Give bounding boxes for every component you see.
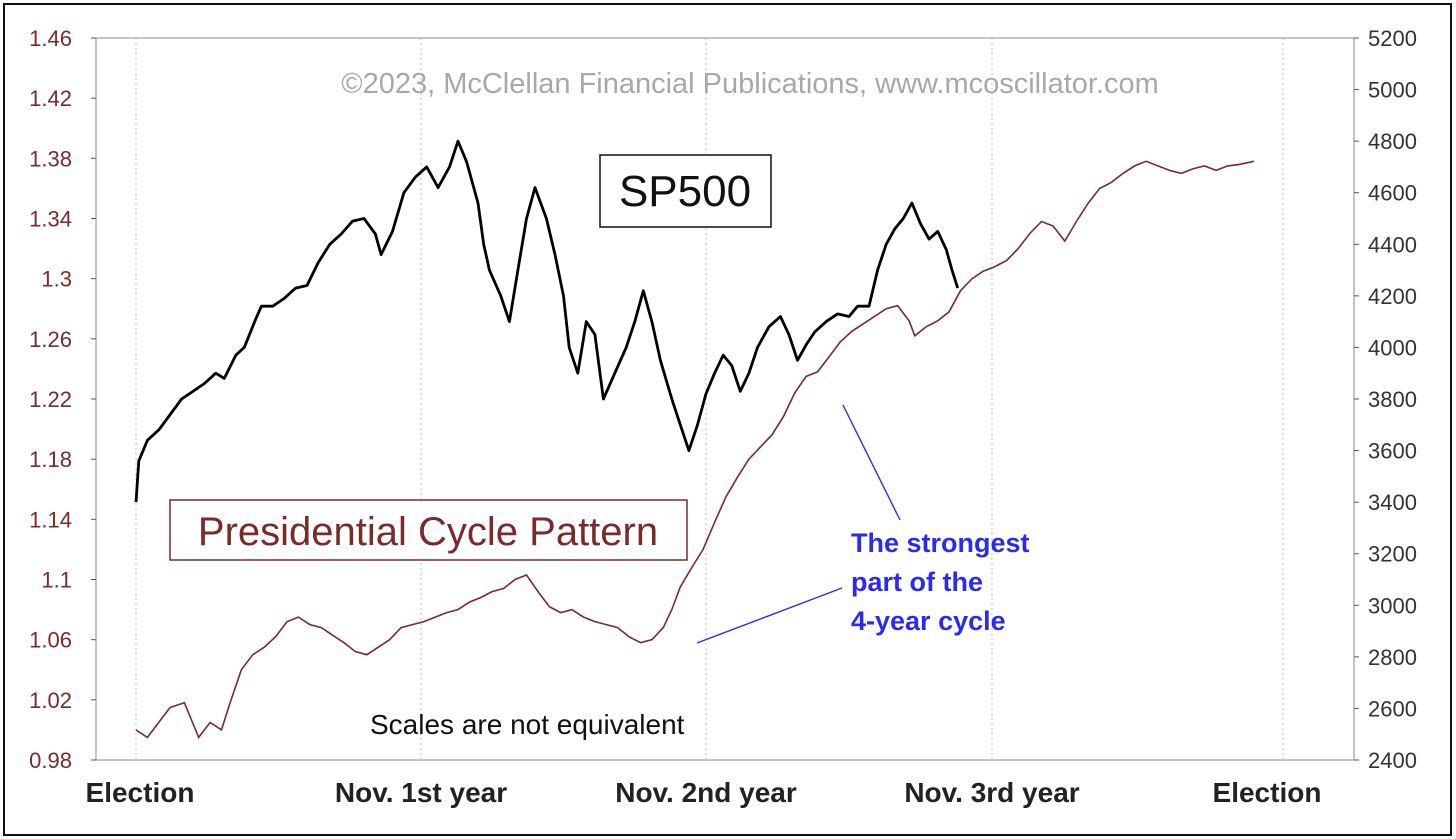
series-line-presidential-cycle xyxy=(135,160,1255,739)
right-tick-label-12: 2800 xyxy=(1368,645,1417,670)
right-tick-label-0: 5200 xyxy=(1368,26,1417,51)
left-tick-label-1: 1.42 xyxy=(29,86,72,111)
x-tick-label-1: Nov. 1st year xyxy=(335,777,507,808)
annotation-strongest-line-1: The strongest xyxy=(851,528,1030,558)
left-tick-label-3: 1.34 xyxy=(29,207,72,232)
right-tick-label-6: 4000 xyxy=(1368,335,1417,360)
left-tick-label-12: 0.98 xyxy=(29,748,72,773)
left-tick-label-0: 1.46 xyxy=(29,26,72,51)
right-tick-label-1: 5000 xyxy=(1368,78,1417,103)
right-tick-label-3: 4600 xyxy=(1368,181,1417,206)
right-tick-label-9: 3400 xyxy=(1368,490,1417,515)
right-tick-label-7: 3800 xyxy=(1368,387,1417,412)
right-tick-label-2: 4800 xyxy=(1368,129,1417,154)
annotation-strongest-line-3: 4-year cycle xyxy=(851,606,1006,636)
x-tick-label-4: Election xyxy=(1213,777,1322,808)
right-tick-label-14: 2400 xyxy=(1368,748,1417,773)
right-tick-label-8: 3600 xyxy=(1368,439,1417,464)
right-tick-label-10: 3200 xyxy=(1368,542,1417,567)
outer-frame xyxy=(3,3,1452,836)
annotation-strongest-line-2: part of the xyxy=(851,567,983,597)
right-axis-ticks: 5200 5000 4800 4600 4400 4200 4000 3800 3600 3400… xyxy=(1354,26,1417,773)
scales-note: Scales are not equivalent xyxy=(370,709,685,740)
x-tick-label-2: Nov. 2nd year xyxy=(615,777,797,808)
left-tick-label-8: 1.14 xyxy=(29,507,72,532)
left-axis-ticks: 1.46 1.42 1.38 1.34 1.3 1.26 1.22 1.18 1.14 1.1 1.… xyxy=(29,26,96,773)
series-line-sp500 xyxy=(134,139,960,503)
annotation-pointer-upper xyxy=(842,404,901,521)
x-axis-ticks: Election Nov. 1st year Nov. 2nd year Nov. 3… xyxy=(86,777,1322,808)
right-tick-label-11: 3000 xyxy=(1368,593,1417,618)
left-tick-label-7: 1.18 xyxy=(29,447,72,472)
cycle-label-box xyxy=(169,499,688,561)
left-tick-label-10: 1.06 xyxy=(29,628,72,653)
left-tick-label-11: 1.02 xyxy=(29,688,72,713)
left-tick-label-2: 1.38 xyxy=(29,146,72,171)
left-tick-label-9: 1.1 xyxy=(41,568,72,593)
annotation-pointer-lower xyxy=(696,587,843,644)
x-tick-label-0: Election xyxy=(86,777,195,808)
right-tick-label-13: 2600 xyxy=(1368,696,1417,721)
left-tick-label-4: 1.3 xyxy=(41,267,72,292)
left-tick-label-6: 1.22 xyxy=(29,387,72,412)
cycle-label: Presidential Cycle Pattern xyxy=(198,510,658,554)
sp500-label: SP500 xyxy=(619,167,751,216)
left-tick-label-5: 1.26 xyxy=(29,327,72,352)
sp500-label-box xyxy=(599,154,772,228)
copyright-text: ©2023, McClellan Financial Publications,… xyxy=(341,68,1159,100)
right-tick-label-4: 4400 xyxy=(1368,232,1417,257)
right-tick-label-5: 4200 xyxy=(1368,284,1417,309)
x-tick-label-3: Nov. 3rd year xyxy=(904,777,1079,808)
